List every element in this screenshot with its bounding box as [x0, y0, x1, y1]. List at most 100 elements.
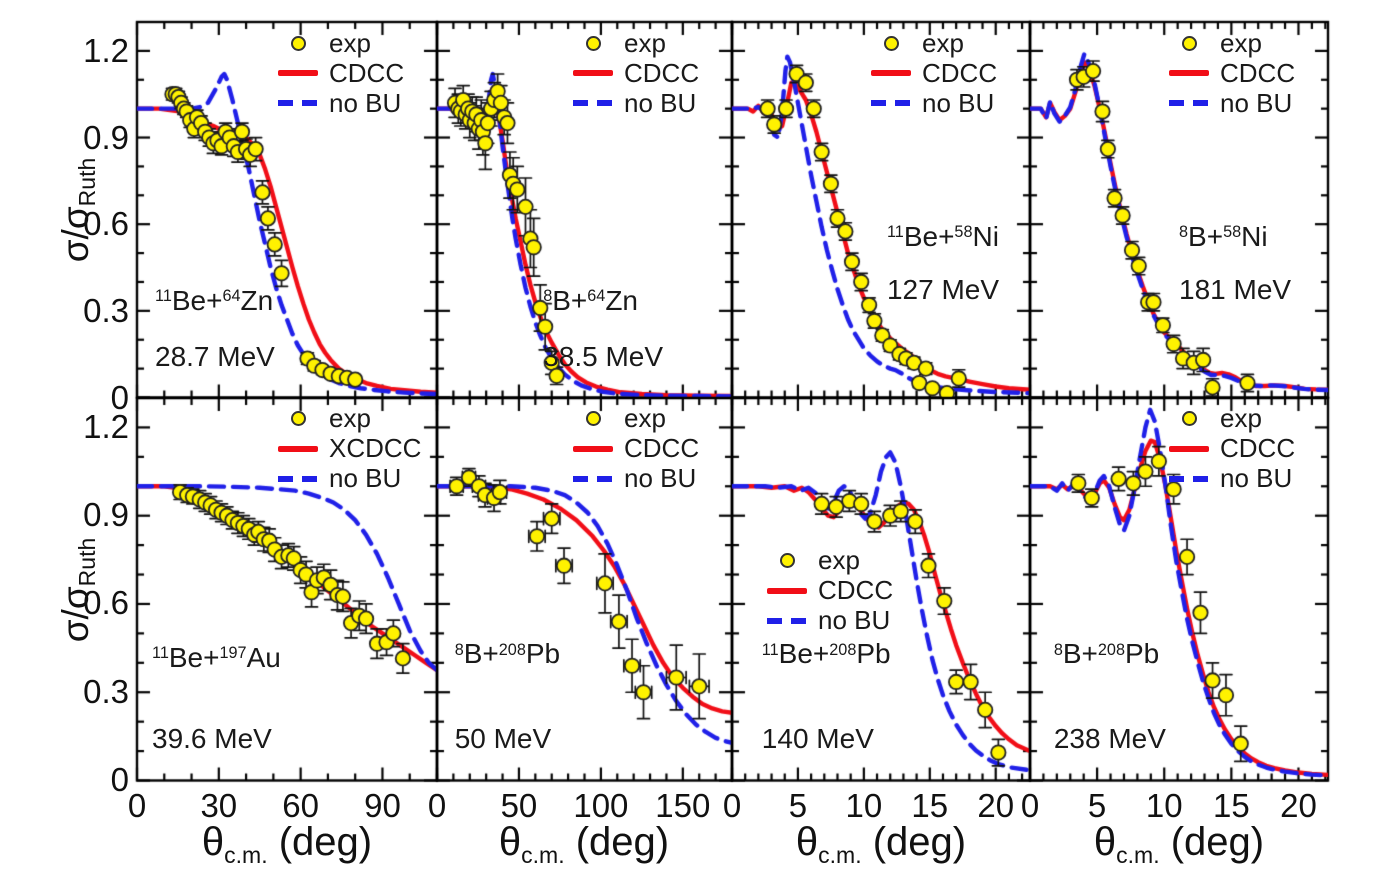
panel-8-8b208pb-legend-item-no-bu: no BU: [1166, 463, 1336, 494]
panel-1-11be64zn-y-tick-label: 0.6: [83, 205, 129, 243]
plus-sign: +: [812, 638, 830, 670]
exp-marker-icon: [868, 35, 914, 51]
panel-4-8b58ni-legend-item-exp: exp: [1166, 28, 1336, 58]
cdcc-line-icon: [1166, 445, 1212, 452]
panel-1-11be64zn-legend-item-exp: exp: [275, 28, 445, 58]
panel-8-8b208pb-legend-label: CDCC: [1220, 433, 1296, 463]
projectile-mass-number: 11: [155, 286, 172, 305]
exp-marker-icon: [275, 411, 321, 426]
panel-4-8b58ni-legend-item-no-bu: no BU: [1166, 88, 1336, 118]
panel-5-11be197au-plot: [133, 393, 441, 785]
panel-1-11be64zn-reaction-label: 11Be+64Zn: [155, 285, 273, 317]
panel-4-8b58ni-legend-label: no BU: [1220, 87, 1293, 118]
projectile-element: Be: [903, 221, 939, 252]
projectile-element: B: [552, 284, 571, 316]
x-axis-title-col3: θc.m. (deg): [761, 820, 1001, 868]
plus-sign: +: [1206, 221, 1224, 252]
deg-unit: (deg): [564, 820, 670, 864]
legend-symbol: [1169, 475, 1209, 482]
panel-8-8b208pb-legend-item-exp: exp: [1166, 403, 1336, 434]
legend-symbol: [871, 70, 911, 76]
projectile-mass-number: 8: [454, 640, 464, 659]
panel-7-11be208pb-legend-label: no BU: [818, 605, 891, 635]
target-mass-number: 64: [222, 286, 241, 305]
panel-7-11be208pb-legend: exp CDCC no BU: [764, 545, 934, 636]
panel-3-11be58ni-legend-item-cdcc: CDCC: [868, 58, 1038, 88]
legend-symbol: [1169, 100, 1209, 106]
panel-5-11be197au-legend-item-xcdcc: XCDCC: [275, 433, 445, 464]
panel-8-8b208pb-legend-label: exp: [1220, 403, 1262, 433]
panel-7-11be208pb-x-tick-label: 20: [977, 787, 1015, 824]
plus-sign: +: [1081, 638, 1098, 670]
plus-sign: +: [482, 638, 499, 670]
legend-symbol: [290, 35, 306, 51]
legend-symbol: [573, 100, 613, 106]
no-bu-dashed-line-icon: [275, 475, 321, 482]
target-element: Zn: [240, 284, 274, 316]
legend-symbol: [278, 445, 318, 452]
no-bu-dashed-line-icon: [1166, 475, 1212, 482]
panel-7-11be208pb-legend-item-no-bu: no BU: [764, 605, 934, 636]
target-mass-number: 208: [1097, 640, 1125, 659]
plus-sign: +: [206, 284, 223, 316]
panel-7-11be208pb-x-tick-label: 0: [722, 787, 742, 824]
panel-3-11be58ni-legend-item-exp: exp: [868, 28, 1038, 58]
theta-symbol: θ: [1093, 820, 1117, 864]
exp-marker-icon: [570, 35, 616, 51]
panel-6-8b208pb-x-tick-label: 0: [427, 787, 447, 824]
cdcc-line-icon: [570, 445, 616, 452]
exp-marker-icon: [1166, 411, 1212, 426]
panel-1-11be64zn-y-tick-label: 1.2: [83, 31, 129, 69]
target-mass-number: 64: [587, 286, 606, 305]
panel-7-11be208pb-x-tick-label: 15: [911, 787, 949, 824]
panel-6-8b208pb-legend-item-cdcc: CDCC: [570, 433, 740, 464]
panel-3-11be58ni-legend: exp CDCC no BU: [868, 28, 1038, 118]
cdcc-line-icon: [275, 70, 321, 76]
panel-3-11be58ni-legend-label: CDCC: [922, 57, 998, 88]
legend-symbol: [278, 100, 318, 106]
panel-5-11be197au-x-tick-label: 90: [364, 787, 401, 824]
legend-symbol: [278, 475, 318, 482]
target-element: Pb: [1125, 638, 1160, 670]
theta-symbol: θ: [498, 820, 522, 864]
legend-symbol: [1181, 411, 1197, 426]
target-mass-number: 208: [829, 640, 857, 659]
panel-6-8b208pb-plot: [433, 393, 736, 785]
panel-7-11be208pb-x-tick-label: 10: [845, 787, 883, 824]
theta-subscript: c.m.: [521, 842, 565, 869]
projectile-element: B: [1188, 221, 1207, 252]
target-mass-number: 58: [1223, 223, 1242, 242]
panel-6-8b208pb-x-tick-label: 150: [655, 787, 711, 824]
y-axis-title-subscript: Ruth: [73, 537, 100, 587]
panel-4-8b58ni-legend-item-cdcc: CDCC: [1166, 58, 1336, 88]
cdcc-line-icon: [1166, 70, 1212, 76]
panel-2-8b64zn-legend-label: exp: [624, 27, 666, 58]
cdcc-line-icon: [868, 70, 914, 76]
projectile-element: B: [1062, 638, 1082, 670]
panel-1-11be64zn-legend-item-cdcc: CDCC: [275, 58, 445, 88]
panel-3-11be58ni-legend-label: exp: [922, 27, 964, 58]
panel-3-11be58ni-legend-label: no BU: [922, 87, 995, 118]
panel-5-11be197au-y-tick-label: 0.9: [83, 496, 129, 534]
panel-6-8b208pb-legend-item-exp: exp: [570, 403, 740, 434]
panel-5-11be197au-legend-label: exp: [329, 403, 371, 433]
panel-8-8b208pb-legend-label: no BU: [1220, 463, 1293, 493]
panel-5-11be197au-x-tick-label: 30: [200, 787, 238, 824]
panel-1-11be64zn-plot: [133, 18, 441, 402]
panel-8-8b208pb-x-tick-label: 20: [1280, 787, 1317, 824]
legend-symbol: [871, 100, 911, 106]
projectile-mass-number: 11: [761, 640, 779, 659]
panel-1-11be64zn-legend: exp CDCC no BU: [275, 28, 445, 118]
panel-5-11be197au-y-tick-label: 0.3: [83, 672, 129, 710]
panel-4-8b58ni-energy-label: 181 MeV: [1179, 273, 1292, 305]
panel-6-8b208pb-x-tick-label: 100: [573, 787, 629, 824]
no-bu-dashed-line-icon: [570, 100, 616, 106]
panel-6-8b208pb-legend-item-no-bu: no BU: [570, 463, 740, 494]
panel-1-11be64zn-legend-label: CDCC: [329, 57, 405, 88]
panel-5-11be197au-x-tick-label: 0: [127, 787, 147, 824]
projectile-mass-number: 11: [886, 223, 904, 242]
panel-5-11be197au-legend-item-no-bu: no BU: [275, 463, 445, 494]
panel-8-8b208pb-reaction-label: 8B+208Pb: [1054, 638, 1159, 670]
panel-4-8b58ni-legend-label: CDCC: [1220, 57, 1296, 88]
